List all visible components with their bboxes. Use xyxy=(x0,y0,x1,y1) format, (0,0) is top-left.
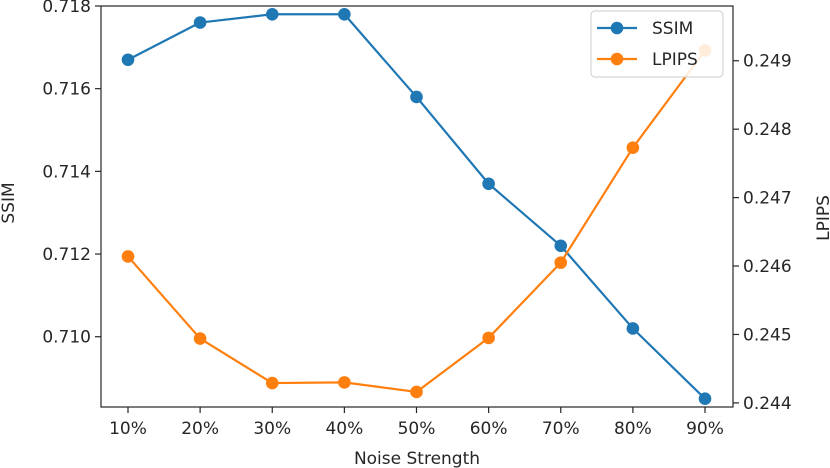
x-tick-label: 30% xyxy=(253,419,291,439)
data-point-ssim xyxy=(193,16,207,29)
x-tick-label: 60% xyxy=(470,419,508,439)
data-point-ssim xyxy=(121,53,135,67)
x-tick-label: 80% xyxy=(614,419,652,439)
series-lpips xyxy=(121,44,712,399)
data-point-ssim xyxy=(265,7,279,21)
y-right-tick-label: 0.246 xyxy=(743,257,792,277)
legend-entries: SSIM LPIPS xyxy=(597,19,698,70)
x-axis-title: Noise Strength xyxy=(354,449,480,468)
y-axis-right-title: LPIPS xyxy=(814,195,830,241)
legend-label-lpips: LPIPS xyxy=(652,50,698,70)
legend: SSIM LPIPS xyxy=(590,10,724,78)
y-right-tick-label: 0.245 xyxy=(743,325,792,345)
series-clip xyxy=(121,7,712,406)
y-left-tick-label: 0.718 xyxy=(42,0,91,17)
data-point-lpips xyxy=(338,376,351,389)
y-left-tick-label: 0.710 xyxy=(42,328,91,348)
legend-marker-ssim xyxy=(610,21,624,35)
data-point-lpips xyxy=(410,385,423,399)
x-tick-label: 90% xyxy=(686,419,724,439)
legend-marker-lpips xyxy=(610,52,624,66)
legend-label-ssim: SSIM xyxy=(652,19,693,39)
x-tick-label: 50% xyxy=(398,419,436,439)
y-right-tick-label: 0.244 xyxy=(743,394,792,414)
x-tick-label: 40% xyxy=(325,419,363,439)
data-point-lpips xyxy=(193,332,207,345)
y-axis-left: 0.710 0.712 0.714 0.716 0.718 xyxy=(42,0,101,348)
data-point-lpips xyxy=(554,256,568,269)
x-tick-label: 20% xyxy=(181,419,219,439)
data-point-ssim xyxy=(338,7,351,21)
x-axis: 10% 20% 30% 40% 50% 60% 70% 80% 90% xyxy=(109,407,724,439)
data-point-lpips xyxy=(121,250,135,263)
y-right-tick-label: 0.249 xyxy=(743,52,792,72)
y-left-tick-label: 0.716 xyxy=(42,80,91,100)
series-ssim xyxy=(121,7,712,406)
data-point-ssim xyxy=(482,177,495,191)
y-axis-right: 0.244 0.245 0.246 0.247 0.248 0.249 xyxy=(733,52,792,414)
data-point-ssim xyxy=(410,90,423,104)
data-point-lpips xyxy=(265,376,279,390)
x-tick-label: 10% xyxy=(109,419,147,439)
data-point-ssim xyxy=(554,239,568,253)
data-point-lpips xyxy=(482,331,495,345)
data-point-ssim xyxy=(626,322,640,335)
data-point-lpips xyxy=(626,141,640,154)
y-left-tick-label: 0.714 xyxy=(42,162,91,182)
y-right-tick-label: 0.248 xyxy=(743,120,792,140)
y-left-tick-label: 0.712 xyxy=(42,245,91,265)
data-point-ssim xyxy=(698,392,712,406)
y-axis-left-title: SSIM xyxy=(0,182,19,223)
y-right-tick-label: 0.247 xyxy=(743,189,792,209)
x-tick-label: 70% xyxy=(542,419,580,439)
series-layer xyxy=(121,7,712,406)
